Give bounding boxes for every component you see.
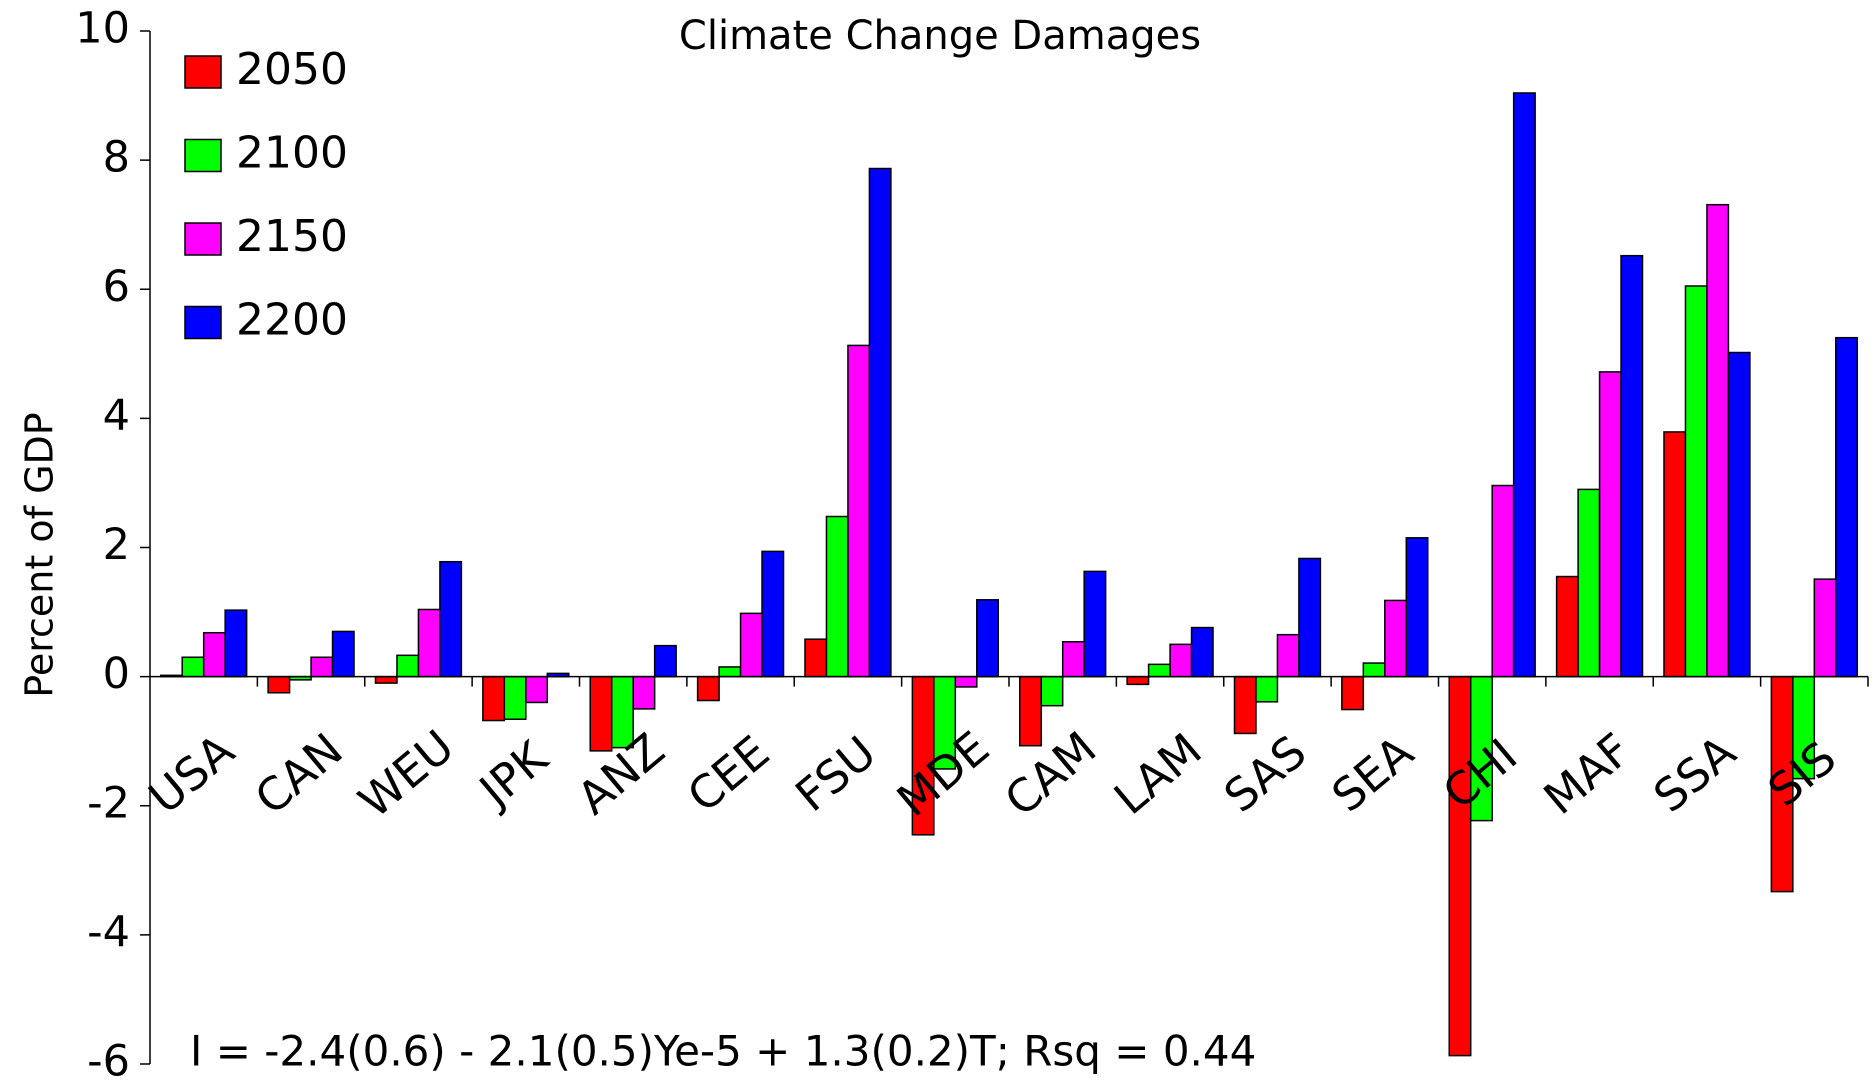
bar [825,515,849,678]
bar [632,675,656,710]
bar [1255,675,1279,703]
bar [1491,484,1515,678]
legend-swatch [184,305,222,340]
bar [396,654,420,678]
bar [1706,203,1730,678]
bar [1276,633,1300,678]
bar [1061,641,1085,678]
bar [439,560,463,678]
x-tick-label: CAM [995,721,1106,827]
y-tick-label: 10 [75,4,130,54]
bar [1147,663,1171,678]
bar [331,630,355,678]
bar [1018,675,1042,747]
x-tick-label: SSA [1644,725,1746,823]
bar [868,167,892,678]
x-tick-label: ANZ [567,723,674,825]
annotation: I = -2.4(0.6) - 2.1(0.5)Ye-5 + 1.3(0.2)T… [190,1027,1256,1076]
bar [1405,537,1429,678]
y-axis-label: Percent of GDP [18,412,62,697]
bar [224,609,248,678]
y-tick-label: 8 [103,133,130,183]
x-tick-label: SEA [1322,725,1423,822]
bar [1190,626,1214,678]
bar [1384,599,1408,678]
chart-title: Climate Change Damages [679,13,1201,59]
bar [503,675,527,720]
bar [1362,662,1386,678]
bar [1835,336,1859,678]
bar [804,638,828,678]
bar [1577,488,1601,678]
bar [1040,675,1064,707]
bar [1727,351,1751,678]
x-tick-label: FSU [785,726,885,822]
x-tick-label: SAS [1214,725,1316,823]
bar [1233,675,1257,735]
bar [1341,675,1365,711]
bar [1813,578,1837,678]
bar [525,675,549,704]
y-tick-label: 0 [103,649,130,699]
y-tick-label: 6 [103,262,130,312]
y-tick-label: -4 [87,907,130,957]
bar [1126,675,1150,686]
legend-label: 2200 [236,295,348,346]
bar [847,344,871,678]
legend-swatch [184,222,222,256]
bar [1684,285,1708,678]
legend-label: 2050 [236,44,348,95]
x-tick-label: USA [139,724,245,825]
x-tick-label: CEE [677,725,779,822]
bar [482,675,506,722]
x-tick-label: CHI [1433,728,1527,819]
bar [374,675,398,684]
bar [310,656,334,678]
bar [761,550,785,678]
bar [1512,92,1536,678]
x-tick-label: WEU [349,720,464,829]
x-tick-label: JPK [467,730,558,818]
bar [976,599,1000,678]
x-tick-label: LAM [1104,723,1211,825]
bar [202,631,226,678]
bar [1663,431,1687,678]
legend-swatch [184,55,222,89]
y-tick-label: 4 [103,391,130,441]
bar [739,612,763,678]
bar [1298,557,1322,678]
bar [1555,575,1579,678]
x-tick-label: CAN [245,723,353,825]
bar [718,666,742,678]
legend-label: 2150 [236,211,348,262]
bar [653,644,677,678]
y-tick-label: -6 [87,1037,130,1087]
legend-label: 2100 [236,128,348,179]
y-tick-label: 2 [103,520,130,570]
bar [267,675,291,694]
x-tick-label: MAF [1534,723,1641,825]
bar [589,675,613,752]
bar [1169,643,1193,678]
bar [1620,254,1644,678]
bar [417,608,441,678]
bar [181,656,205,678]
bar [1083,570,1107,678]
legend-swatch [184,138,222,173]
bar [1448,675,1472,1057]
bar [696,675,720,702]
bar [1598,371,1622,678]
bar [954,675,978,688]
y-tick-label: -2 [87,778,130,828]
